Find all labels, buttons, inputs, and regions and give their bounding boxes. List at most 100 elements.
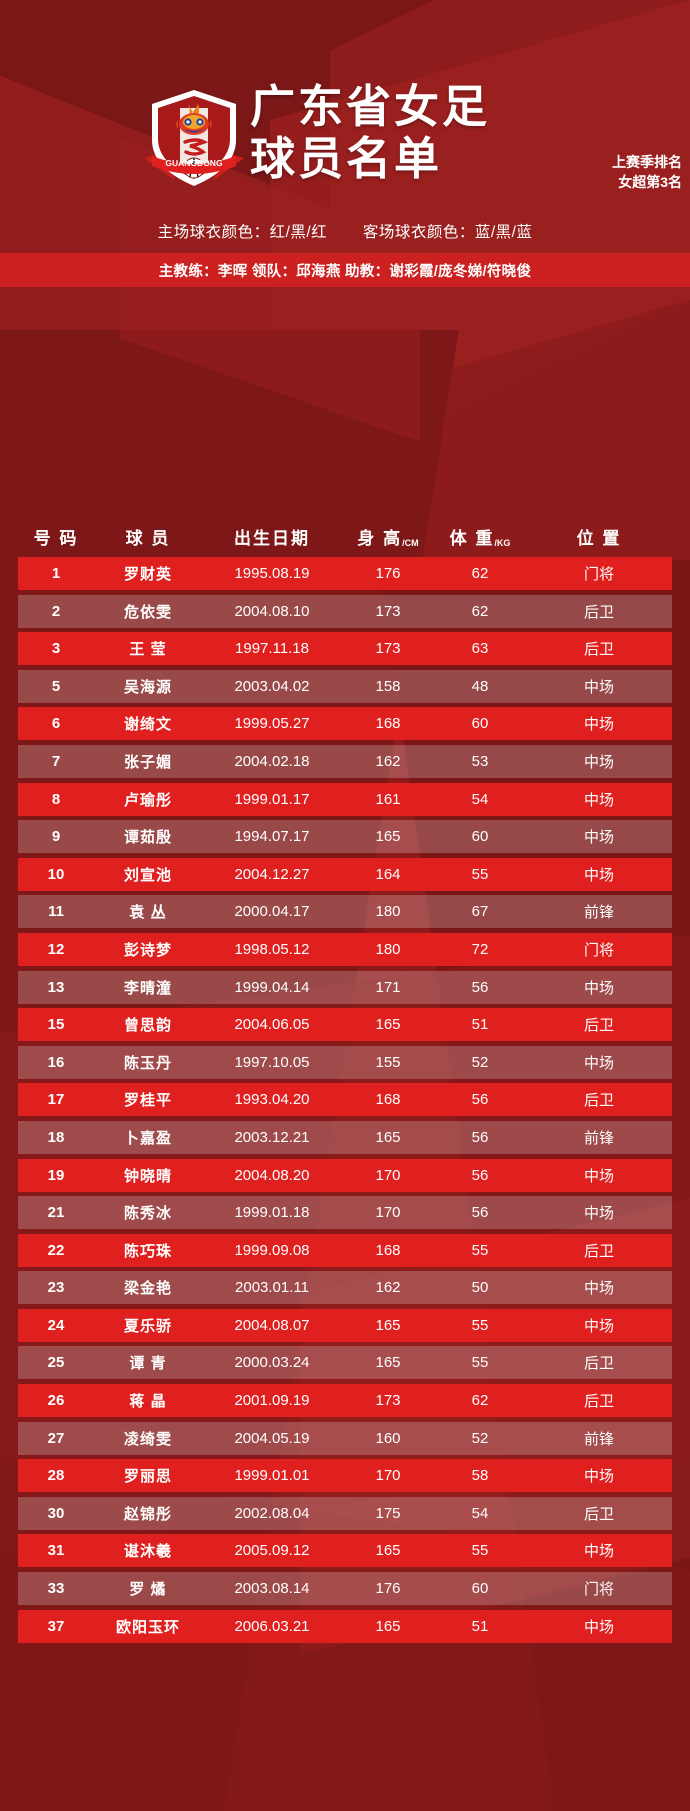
table-row[interactable]: 2 危依雯 2004.08.10 173 62 后卫	[18, 594, 672, 628]
cell-position: 中场	[583, 829, 614, 847]
cell-player-number: 27	[47, 1429, 65, 1447]
cell-weight: 56	[471, 1204, 489, 1222]
table-row[interactable]: 3 王 莹 1997.11.18 173 63 后卫	[18, 632, 672, 666]
table-row[interactable]: 12 彭诗梦 1998.05.12 180 72 门将	[18, 932, 672, 966]
cell-date-of-birth: 2004.08.20	[234, 1166, 310, 1184]
column-header-dob: 出生日期	[234, 528, 310, 548]
table-row[interactable]: 11 袁 丛 2000.04.17 180 67 前锋	[18, 895, 672, 929]
table-row[interactable]: 33 罗 燏 2003.08.14 176 60 门将	[18, 1572, 672, 1606]
table-row[interactable]: 25 谭 青 2000.03.24 165 55 后卫	[18, 1346, 672, 1380]
cell-position: 前锋	[583, 904, 614, 922]
cell-weight: 62	[471, 1392, 489, 1410]
away-jersey-colors: 客场球衣颜色：蓝/黑/蓝	[362, 224, 533, 241]
table-row[interactable]: 18 卜嘉盈 2003.12.21 165 56 前锋	[18, 1120, 672, 1154]
table-row[interactable]: 9 谭茹殷 1994.07.17 165 60 中场	[18, 820, 672, 854]
cell-player-number: 15	[47, 1016, 65, 1034]
cell-weight: 67	[471, 903, 489, 921]
table-row[interactable]: 31 谌沐羲 2005.09.12 165 55 中场	[18, 1534, 672, 1568]
cell-weight: 62	[471, 602, 489, 620]
cell-date-of-birth: 1999.05.27	[234, 715, 310, 733]
cell-weight: 55	[471, 1542, 489, 1560]
table-row[interactable]: 17 罗桂平 1993.04.20 168 56 后卫	[18, 1083, 672, 1117]
cell-date-of-birth: 2004.06.05	[234, 1016, 310, 1034]
cell-position: 后卫	[583, 603, 614, 621]
cell-position: 中场	[583, 1468, 614, 1486]
table-row[interactable]: 23 梁金艳 2003.01.11 162 50 中场	[18, 1271, 672, 1305]
cell-height: 162	[375, 752, 401, 770]
cell-height: 165	[375, 1542, 401, 1560]
cell-height: 155	[375, 1053, 401, 1071]
cell-weight: 53	[471, 752, 489, 770]
cell-player-name: 罗财英	[123, 566, 172, 583]
column-header-weight: 体 重/KG	[434, 524, 526, 549]
cell-date-of-birth: 2004.02.18	[234, 752, 310, 770]
table-row[interactable]: 15 曾思韵 2004.06.05 165 51 后卫	[18, 1008, 672, 1042]
table-row[interactable]: 19 钟晓晴 2004.08.20 170 56 中场	[18, 1158, 672, 1192]
last-season-rank: 上赛季排名 女超第3名	[612, 152, 682, 193]
cell-date-of-birth: 1999.01.18	[234, 1204, 310, 1222]
table-row[interactable]: 7 张子媚 2004.02.18 162 53 中场	[18, 744, 672, 778]
cell-player-number: 3	[51, 640, 61, 658]
cell-position: 中场	[583, 1618, 614, 1636]
cell-player-name: 凌绮雯	[123, 1430, 172, 1448]
cell-position: 中场	[583, 1543, 614, 1561]
cell-height: 165	[375, 1128, 401, 1146]
cell-date-of-birth: 1998.05.12	[234, 940, 310, 958]
table-row[interactable]: 21 陈秀冰 1999.01.18 170 56 中场	[18, 1196, 672, 1230]
table-row[interactable]: 24 夏乐骄 2004.08.07 165 55 中场	[18, 1308, 672, 1342]
weight-label: 体 重	[449, 528, 495, 548]
cell-position: 门将	[583, 941, 614, 959]
cell-player-number: 30	[47, 1504, 65, 1522]
page-title-line-1: 广东省女足	[250, 81, 491, 132]
table-row[interactable]: 27 凌绮雯 2004.05.19 160 52 前锋	[18, 1421, 672, 1455]
cell-player-name: 吴海源	[123, 678, 172, 696]
cell-height: 160	[375, 1429, 401, 1447]
table-row[interactable]: 37 欧阳玉环 2006.03.21 165 51 中场	[18, 1609, 672, 1643]
cell-player-number: 19	[47, 1166, 65, 1184]
cell-player-name: 赵锦彤	[123, 1505, 172, 1523]
cell-player-name: 王 莹	[129, 641, 167, 659]
cell-date-of-birth: 2006.03.21	[234, 1617, 310, 1635]
cell-height: 170	[375, 1166, 401, 1184]
jersey-colors-row: 主场球衣颜色：红/黑/红 客场球衣颜色：蓝/黑/蓝	[0, 220, 690, 242]
cell-date-of-birth: 2003.01.11	[235, 1279, 309, 1297]
cell-date-of-birth: 2003.04.02	[234, 677, 310, 695]
cell-position: 前锋	[583, 1430, 614, 1448]
column-header-number: 号 码	[33, 528, 79, 548]
cell-position: 前锋	[583, 1129, 614, 1147]
table-row[interactable]: 13 李晴潼 1999.04.14 171 56 中场	[18, 970, 672, 1004]
table-row[interactable]: 8 卢瑜彤 1999.01.17 161 54 中场	[18, 782, 672, 816]
cell-player-name: 钟晓晴	[123, 1167, 172, 1185]
cell-height: 162	[375, 1279, 401, 1297]
cell-date-of-birth: 1993.04.20	[234, 1091, 310, 1109]
cell-player-number: 1	[51, 565, 61, 582]
cell-player-name: 谢绮文	[123, 716, 172, 734]
cell-date-of-birth: 2004.12.27	[234, 865, 310, 883]
table-row[interactable]: 1 罗财英 1995.08.19 176 62 门将	[18, 557, 672, 590]
cell-player-number: 21	[47, 1204, 65, 1222]
cell-position: 中场	[583, 866, 614, 884]
lion-dance-head-icon	[176, 102, 212, 135]
cell-height: 175	[375, 1504, 401, 1522]
cell-weight: 56	[471, 1128, 489, 1146]
cell-height: 168	[375, 715, 401, 733]
table-row[interactable]: 28 罗丽思 1999.01.01 170 58 中场	[18, 1459, 672, 1493]
table-row[interactable]: 5 吴海源 2003.04.02 158 48 中场	[18, 669, 672, 703]
team-crest-logo: GUANGDONG	[140, 84, 248, 192]
cell-player-name: 卜嘉盈	[123, 1129, 172, 1147]
rank-label: 上赛季排名	[612, 154, 682, 170]
table-row[interactable]: 10 刘宣池 2004.12.27 164 55 中场	[18, 857, 672, 891]
table-row[interactable]: 16 陈玉丹 1997.10.05 155 52 中场	[18, 1045, 672, 1079]
cell-player-name: 谭茹殷	[123, 829, 172, 847]
cell-player-name: 罗丽思	[123, 1468, 172, 1486]
table-row[interactable]: 30 赵锦彤 2002.08.04 175 54 后卫	[18, 1496, 672, 1530]
table-row[interactable]: 22 陈巧珠 1999.09.08 168 55 后卫	[18, 1233, 672, 1267]
cell-position: 后卫	[583, 641, 614, 659]
cell-weight: 62	[471, 565, 489, 582]
table-row[interactable]: 6 谢绮文 1999.05.27 168 60 中场	[18, 707, 672, 741]
cell-weight: 52	[471, 1053, 489, 1071]
cell-weight: 55	[471, 1354, 489, 1372]
table-row[interactable]: 26 蒋 晶 2001.09.19 173 62 后卫	[18, 1384, 672, 1418]
cell-height: 170	[375, 1204, 401, 1222]
cell-player-name: 谌沐羲	[123, 1543, 172, 1561]
